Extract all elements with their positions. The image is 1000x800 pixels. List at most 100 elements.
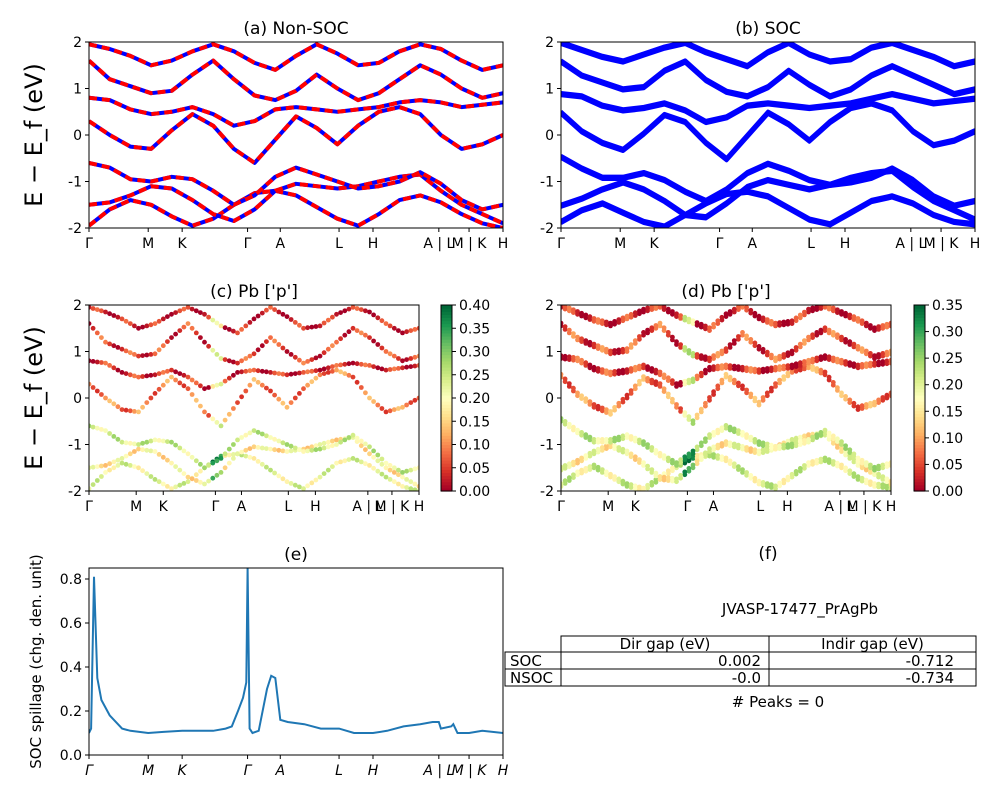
scatter-point [94,478,100,483]
scatter-point [264,385,269,391]
scatter-point [674,381,679,386]
scatter-point [375,365,381,371]
scatter-point [325,317,331,323]
scatter-point [789,348,795,354]
scatter-point [226,375,232,381]
scatter-points [561,305,891,491]
scatter-point [321,445,327,451]
k-point-label: H [498,236,509,252]
scatter-point [703,323,708,329]
scatter-point [284,372,290,378]
scatter-point [748,434,754,440]
scatter-point [94,330,100,336]
scatter-point [566,381,572,386]
scatter-point [144,447,150,453]
scatter-point [305,325,310,331]
scatter-point [604,437,609,442]
scatter-point [177,467,183,473]
scatter-point [284,442,290,447]
k-point-label: A | L [824,499,855,515]
scatter-point [404,485,409,490]
scatter-point [371,364,376,369]
scatter-point [119,316,125,322]
scatter-point [383,321,389,326]
scatter-point [119,407,125,412]
scatter-point [280,400,286,406]
scatter-point [727,363,733,368]
k-point-label: M [614,236,626,252]
scatter-point [160,370,166,375]
colorbar-tick-label: 0.05 [932,457,963,473]
scatter-point [181,306,187,312]
scatter-point [152,477,158,482]
colorbar-segment [441,469,452,473]
band-line-red [89,188,503,228]
scatter-point [189,392,195,397]
scatter-point [810,332,815,338]
scatter-point [301,360,306,366]
scatter-point [210,475,216,481]
colorbar-tick-label: 0.05 [459,461,490,477]
scatter-point [334,363,339,368]
scatter-point [612,369,617,374]
scatter-point [760,440,766,446]
scatter-point [723,346,729,352]
colorbar-tick-label: 0.25 [932,351,963,367]
material-id: JVASP-17477_PrAgPb [721,600,878,619]
scatter-point [412,363,418,369]
scatter-point [334,460,339,466]
scatter-point [89,486,92,491]
colorbar-segment [914,472,925,477]
scatter-point [268,305,273,310]
colorbar-segment [441,329,452,334]
scatter-point [115,463,121,468]
colorbar-segment [914,407,925,411]
scatter-point [226,358,232,364]
colorbar-segment [914,466,925,470]
scatter-point [682,314,688,320]
scatter-point [239,358,245,364]
scatter-point [251,367,257,373]
colorbar-segment [914,363,925,368]
band-line [561,42,975,70]
scatter-point [711,444,716,450]
band-line-split [561,58,975,97]
scatter-point [132,352,137,357]
scatter-point [247,454,253,460]
colorbar-segment [441,401,452,405]
scatter-point [628,342,634,347]
scatter-point [587,450,593,456]
scatter-point [127,408,133,414]
panel-b: (b) SOC -2 -1 0 1 2 Γ M K Γ A L H A | LM | K H [540,19,980,252]
scatter-point [649,366,655,371]
scatter-point [152,391,158,396]
scatter-point [288,371,294,377]
table-value: -0.734 [906,669,954,687]
panel-f: (f) JVASP-17477_PrAgPb Dir gap (eV) Indir g… [504,544,977,711]
scatter-point [235,400,240,405]
scatter-point [173,310,179,315]
scatter-point [637,378,642,384]
scatter-point [165,439,170,444]
scatter-point [338,439,343,445]
scatter-point [276,438,282,444]
k-point-label: H [970,236,981,252]
scatter-point [604,346,609,352]
scatter-point [620,446,626,452]
scatter-point [839,462,844,468]
scatter-point [731,461,737,467]
scatter-point [830,459,836,464]
scatter-point [115,457,121,463]
scatter-point [173,442,179,448]
k-point-label: L [335,763,343,779]
scatter-point [632,435,638,441]
k-point-label: Γ [557,236,565,252]
scatter-point [144,400,150,405]
scatter-point [334,339,339,345]
colorbar-segment [914,354,925,359]
scatter-point [649,305,655,310]
scatter-point [826,305,832,309]
scatter-point [835,332,840,338]
scatter-point [140,447,146,453]
scatter-point [416,488,419,491]
